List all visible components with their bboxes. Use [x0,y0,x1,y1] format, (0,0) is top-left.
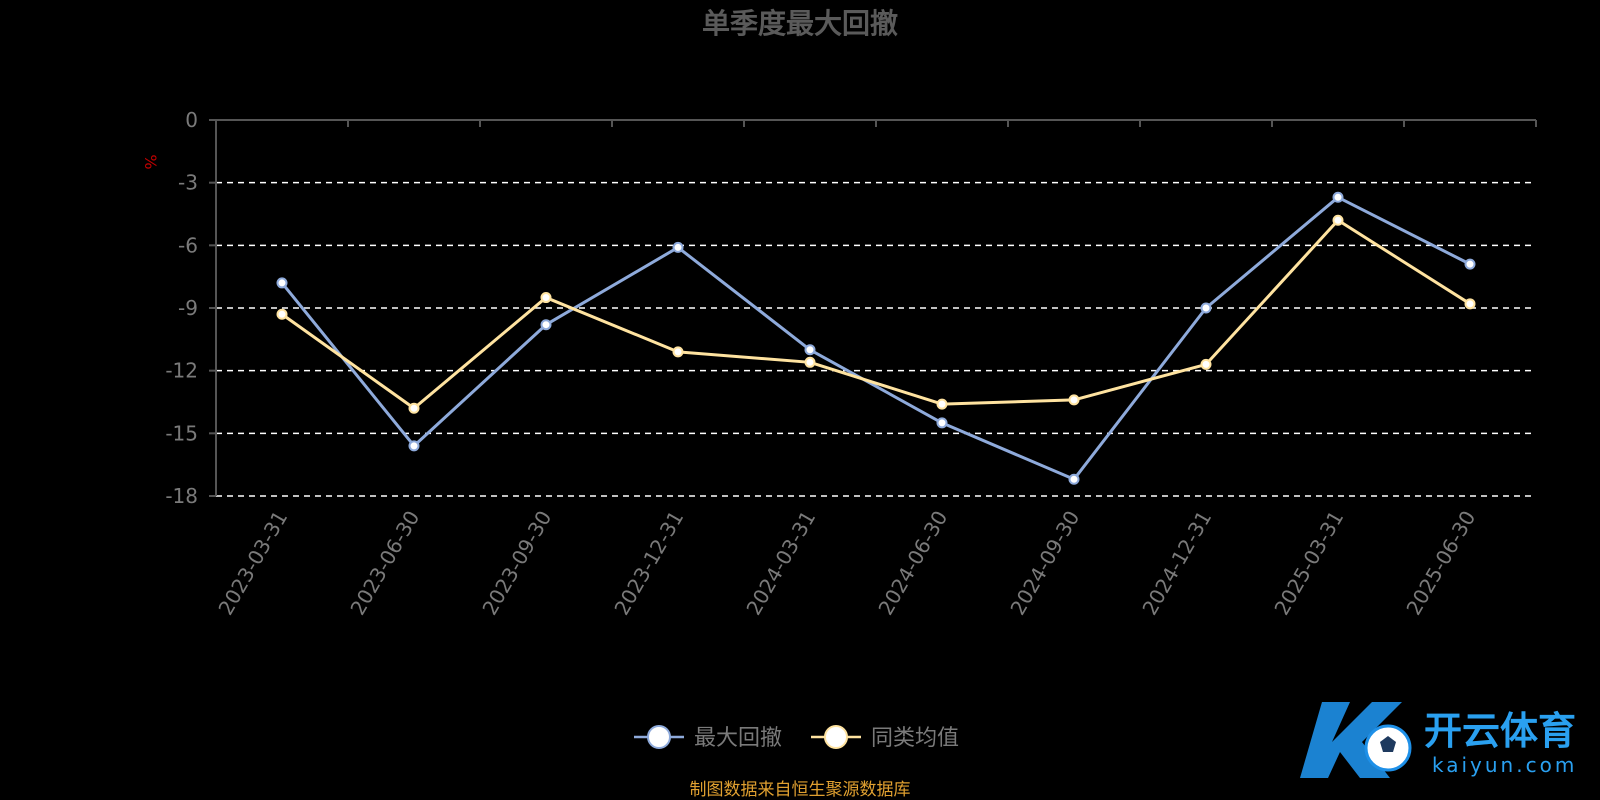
data-point-peer-average[interactable] [276,308,288,320]
data-point-peer-average[interactable] [1332,214,1344,226]
x-tick-label: 2024-06-30 [873,507,952,620]
grid [216,181,1536,497]
y-axis-unit: % [141,154,160,169]
x-tick-label: 2024-03-31 [741,507,820,620]
k-logo-shape [1300,702,1402,778]
data-point-max-drawdown[interactable] [804,344,816,356]
y-tick-label: -9 [178,296,198,320]
axes: 0 -3 -6 -9 -12 -15 -18 2023-03-31 2023-06-30 2023… [165,108,1537,620]
data-point-max-drawdown[interactable] [1200,302,1212,314]
legend-label-max-drawdown: 最大回撤 [694,726,782,751]
x-tick-label: 2024-09-30 [1005,507,1084,620]
data-point-peer-average[interactable] [1068,394,1080,406]
y-tick-label: -6 [178,233,198,257]
data-point-peer-average[interactable] [804,356,816,368]
data-point-peer-average[interactable] [1464,298,1476,310]
chart-title: 单季度最大回撤 [702,7,898,40]
data-point-peer-average[interactable] [408,402,420,414]
legend-item-peer-average[interactable]: 同类均值 [811,725,959,751]
watermark-cn: 开云体育 [1424,709,1576,753]
y-tick-label: -18 [165,484,198,508]
series-lines [276,191,1476,485]
legend-marker-peer-average [824,725,848,749]
series-line-max-drawdown [280,195,1471,481]
y-tick-label: 0 [185,108,198,132]
ball-pattern [1380,736,1396,752]
y-tick-label: -12 [165,359,198,383]
data-point-max-drawdown[interactable] [1464,258,1476,270]
data-point-max-drawdown[interactable] [1068,473,1080,485]
data-point-peer-average[interactable] [936,398,948,410]
data-point-max-drawdown[interactable] [276,277,288,289]
y-tick-label: -3 [178,171,198,195]
data-point-peer-average[interactable] [672,346,684,358]
data-source-note: 制图数据来自恒生聚源数据库 [690,780,911,800]
data-point-max-drawdown[interactable] [936,417,948,429]
x-tick-label: 2023-03-31 [213,507,292,620]
x-tick-label: 2023-06-30 [345,507,424,620]
legend-label-peer-average: 同类均值 [871,726,959,751]
data-point-max-drawdown[interactable] [672,241,684,253]
data-point-max-drawdown[interactable] [408,440,420,452]
x-tick-label: 2023-12-31 [609,507,688,620]
legend-item-max-drawdown[interactable]: 最大回撤 [634,725,782,751]
data-point-max-drawdown[interactable] [540,319,552,331]
data-point-max-drawdown[interactable] [1332,191,1344,203]
watermark-en: kaiyun.com [1432,753,1577,777]
watermark-logo: 开云体育 kaiyun.com [1300,702,1577,778]
legend[interactable]: 最大回撤 同类均值 [634,725,959,751]
x-tick-label: 2024-12-31 [1137,507,1216,620]
data-point-peer-average[interactable] [1200,358,1212,370]
x-tick-label: 2025-03-31 [1269,507,1348,620]
x-tick-label: 2025-06-30 [1401,507,1480,620]
data-point-peer-average[interactable] [540,292,552,304]
x-tick-label: 2023-09-30 [477,507,556,620]
y-tick-label: -15 [165,421,198,445]
series-line-peer-average [281,218,1471,410]
legend-marker-max-drawdown [647,725,671,749]
